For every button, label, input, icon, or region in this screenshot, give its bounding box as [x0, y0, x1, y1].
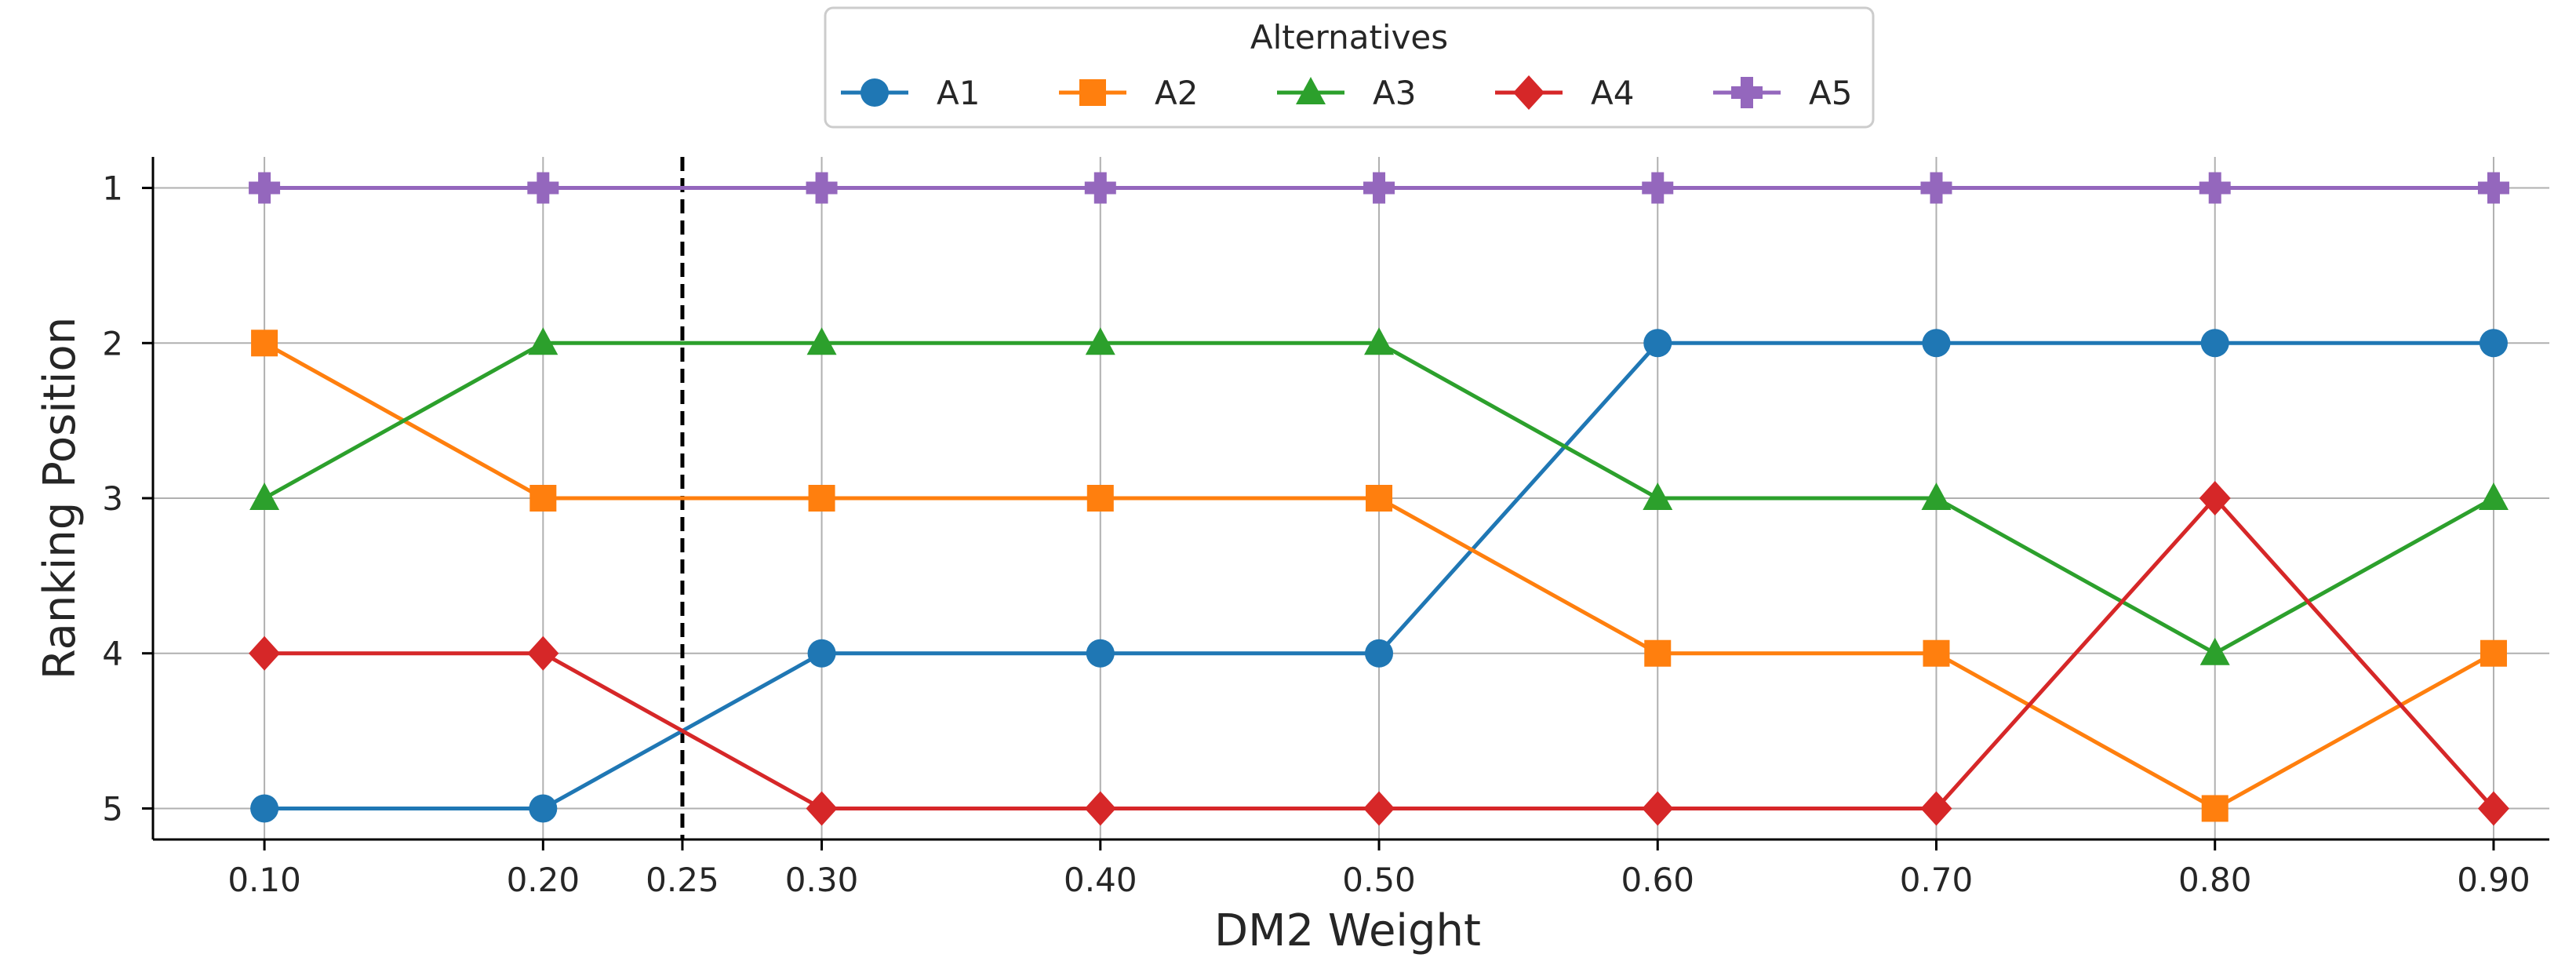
tick-labels: 0.10 0.20 0.25 0.30 0.40 0.50 0.60 0.70 0.80 0.90… [102, 169, 2530, 899]
legend-label-a2: A2 [1155, 74, 1198, 112]
data-point-a5 [1642, 172, 1674, 204]
data-point-a2 [808, 485, 835, 512]
y-axis-label: Ranking Position [35, 317, 86, 679]
data-point-a2 [1644, 639, 1672, 667]
data-point-a1 [1922, 329, 1951, 358]
data-point-a5 [806, 172, 838, 204]
data-point-a3 [2199, 637, 2230, 665]
y-tick-label: 1 [102, 169, 123, 208]
x-tick-label: 0.80 [2178, 861, 2252, 899]
legend-marker-a3 [1296, 77, 1326, 104]
data-point-a4 [1920, 791, 1952, 826]
data-point-a4 [527, 635, 559, 671]
data-point-a3 [806, 327, 837, 355]
data-point-a3 [1085, 327, 1115, 355]
x-tick-label: 0.20 [507, 861, 580, 899]
data-point-a2 [2201, 795, 2229, 822]
data-point-a1 [1643, 329, 1672, 358]
data-point-a4 [2477, 791, 2509, 826]
legend: Alternatives A1 A2 A3 A4 A5 [824, 6, 1875, 129]
x-tick-label: 0.50 [1342, 861, 1416, 899]
data-point-a1 [1086, 639, 1115, 668]
x-axis-label: DM2 Weight [1214, 905, 1481, 956]
data-point-a1 [2200, 329, 2229, 358]
data-point-a3 [2478, 483, 2509, 510]
data-point-a3 [1643, 483, 1673, 510]
data-point-a2 [1923, 639, 1950, 667]
data-point-a1 [250, 794, 279, 823]
x-tick-label: 0.90 [2457, 861, 2531, 899]
data-point-a5 [1920, 172, 1952, 204]
series-a2 [251, 330, 2507, 822]
data-point-a2 [1366, 485, 1393, 512]
legend-title: Alternatives [1250, 18, 1448, 56]
data-point-a5 [249, 172, 281, 204]
x-tick-label: 0.10 [227, 861, 301, 899]
data-point-a5 [527, 172, 559, 204]
data-point-a2 [2480, 639, 2507, 667]
axes [142, 157, 2549, 850]
x-tick-label: 0.25 [646, 861, 719, 899]
data-point-a4 [1642, 791, 1674, 826]
data-point-a1 [1365, 639, 1394, 668]
legend-label-a3: A3 [1373, 74, 1416, 112]
legend-entry-a5: A5 [1713, 74, 1852, 112]
x-tick-label: 0.40 [1064, 861, 1137, 899]
legend-label-a4: A4 [1591, 74, 1634, 112]
data-point-a5 [2199, 172, 2231, 204]
data-point-a4 [1363, 791, 1395, 826]
legend-entry-a2: A2 [1059, 74, 1198, 112]
y-tick-label: 2 [102, 324, 123, 362]
data-point-a2 [1086, 485, 1114, 512]
legend-entry-a4: A4 [1495, 74, 1634, 112]
data-point-a3 [249, 483, 280, 510]
series-a5 [249, 172, 2509, 204]
x-tick-label: 0.30 [785, 861, 859, 899]
data-point-a4 [806, 791, 838, 826]
data-point-a2 [251, 330, 278, 357]
series-a1 [250, 329, 2508, 823]
data-point-a3 [1921, 483, 1952, 510]
legend-entries: A1 A2 A3 A4 A5 [841, 74, 1852, 112]
data-point-a5 [1084, 172, 1116, 204]
data-point-a5 [1363, 172, 1395, 204]
data-point-a2 [529, 485, 557, 512]
data-point-a3 [528, 327, 558, 355]
y-tick-label: 5 [102, 789, 123, 828]
legend-entry-a1: A1 [841, 74, 980, 112]
data-point-a1 [807, 639, 836, 668]
data-point-a3 [1364, 327, 1395, 355]
legend-marker-a2 [1079, 79, 1106, 106]
data-point-a4 [249, 635, 281, 671]
y-tick-label: 4 [102, 635, 123, 673]
data-point-a4 [2199, 481, 2231, 515]
data-point-a1 [2479, 329, 2508, 358]
legend-label-a1: A1 [937, 74, 980, 112]
data-point-a4 [1084, 791, 1116, 826]
data-point-a5 [2477, 172, 2509, 204]
data-point-a1 [529, 794, 558, 823]
legend-marker-a1 [860, 78, 889, 107]
legend-entry-a3: A3 [1277, 74, 1416, 112]
legend-label-a5: A5 [1809, 74, 1852, 112]
series-a4 [249, 481, 2509, 826]
y-tick-label: 3 [102, 479, 123, 518]
series-layer [249, 172, 2509, 826]
legend-marker-a4 [1513, 75, 1545, 110]
x-tick-label: 0.60 [1621, 861, 1694, 899]
x-tick-label: 0.70 [1900, 861, 1974, 899]
legend-marker-a5 [1731, 77, 1763, 108]
